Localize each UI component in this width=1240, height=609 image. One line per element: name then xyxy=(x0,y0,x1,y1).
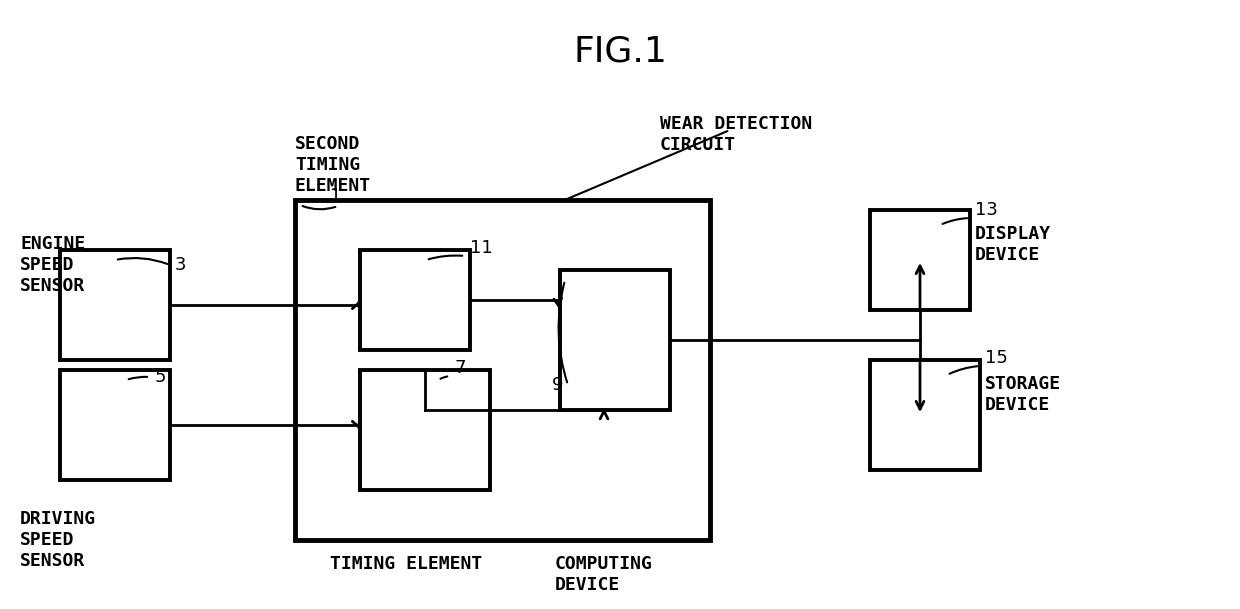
Text: DRIVING
SPEED
SENSOR: DRIVING SPEED SENSOR xyxy=(20,510,97,569)
Text: ENGINE
SPEED
SENSOR: ENGINE SPEED SENSOR xyxy=(20,235,86,295)
Bar xyxy=(360,370,490,490)
Text: 3: 3 xyxy=(175,256,186,274)
Text: 15: 15 xyxy=(985,349,1008,367)
Text: 1: 1 xyxy=(330,187,341,205)
Bar xyxy=(870,360,980,470)
Bar xyxy=(60,370,170,480)
Text: TIMING ELEMENT: TIMING ELEMENT xyxy=(330,555,482,573)
Text: STORAGE
DEVICE: STORAGE DEVICE xyxy=(985,375,1061,414)
Bar xyxy=(560,270,670,410)
Text: COMPUTING
DEVICE: COMPUTING DEVICE xyxy=(556,555,653,594)
Bar xyxy=(295,200,711,540)
Bar xyxy=(360,250,470,350)
Text: SECOND
TIMING
ELEMENT: SECOND TIMING ELEMENT xyxy=(295,135,371,195)
Bar xyxy=(870,210,970,310)
Text: DISPLAY
DEVICE: DISPLAY DEVICE xyxy=(975,225,1052,264)
Text: FIG.1: FIG.1 xyxy=(573,35,667,69)
Text: 13: 13 xyxy=(975,201,998,219)
Text: 5: 5 xyxy=(155,368,166,386)
Text: 7: 7 xyxy=(455,359,466,377)
Bar xyxy=(60,250,170,360)
Text: 9: 9 xyxy=(552,376,563,394)
Text: WEAR DETECTION
CIRCUIT: WEAR DETECTION CIRCUIT xyxy=(660,115,812,154)
Text: 11: 11 xyxy=(470,239,492,257)
